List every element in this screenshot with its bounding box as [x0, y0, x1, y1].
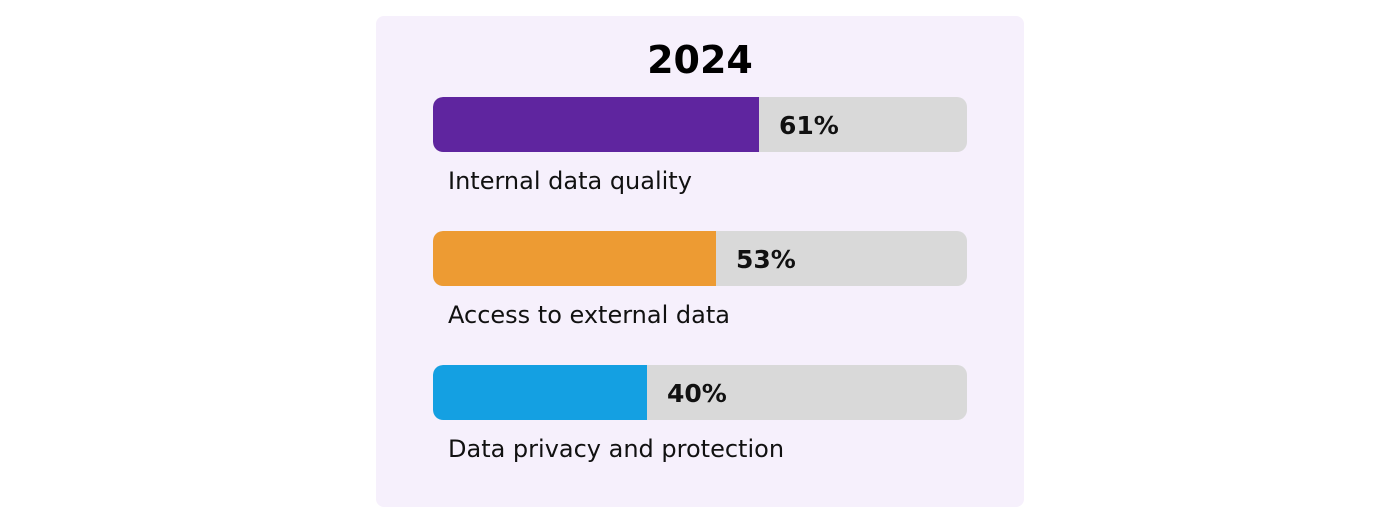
- bar-fill: [433, 97, 759, 152]
- bar-value-label: 53%: [736, 245, 796, 274]
- bar-value-label: 40%: [667, 379, 727, 408]
- bar-track: 61%: [433, 97, 967, 152]
- bar-track: 53%: [433, 231, 967, 286]
- bar-fill: [433, 365, 647, 420]
- bar-fill: [433, 231, 716, 286]
- bar-category-label: Internal data quality: [448, 167, 692, 195]
- bar-category-label: Data privacy and protection: [448, 435, 785, 463]
- bar-value-label: 61%: [779, 111, 839, 140]
- bar-row-data-privacy-and-protection: 40% Data privacy and protection: [433, 365, 967, 464]
- bar-track: 40%: [433, 365, 967, 420]
- chart-card: 2024 61% Internal data quality 53% Acces…: [376, 16, 1024, 507]
- bar-row-access-to-external-data: 53% Access to external data: [433, 231, 967, 330]
- bar-category-label: Access to external data: [448, 301, 730, 329]
- bar-row-internal-data-quality: 61% Internal data quality: [433, 97, 967, 196]
- chart-title: 2024: [647, 38, 753, 82]
